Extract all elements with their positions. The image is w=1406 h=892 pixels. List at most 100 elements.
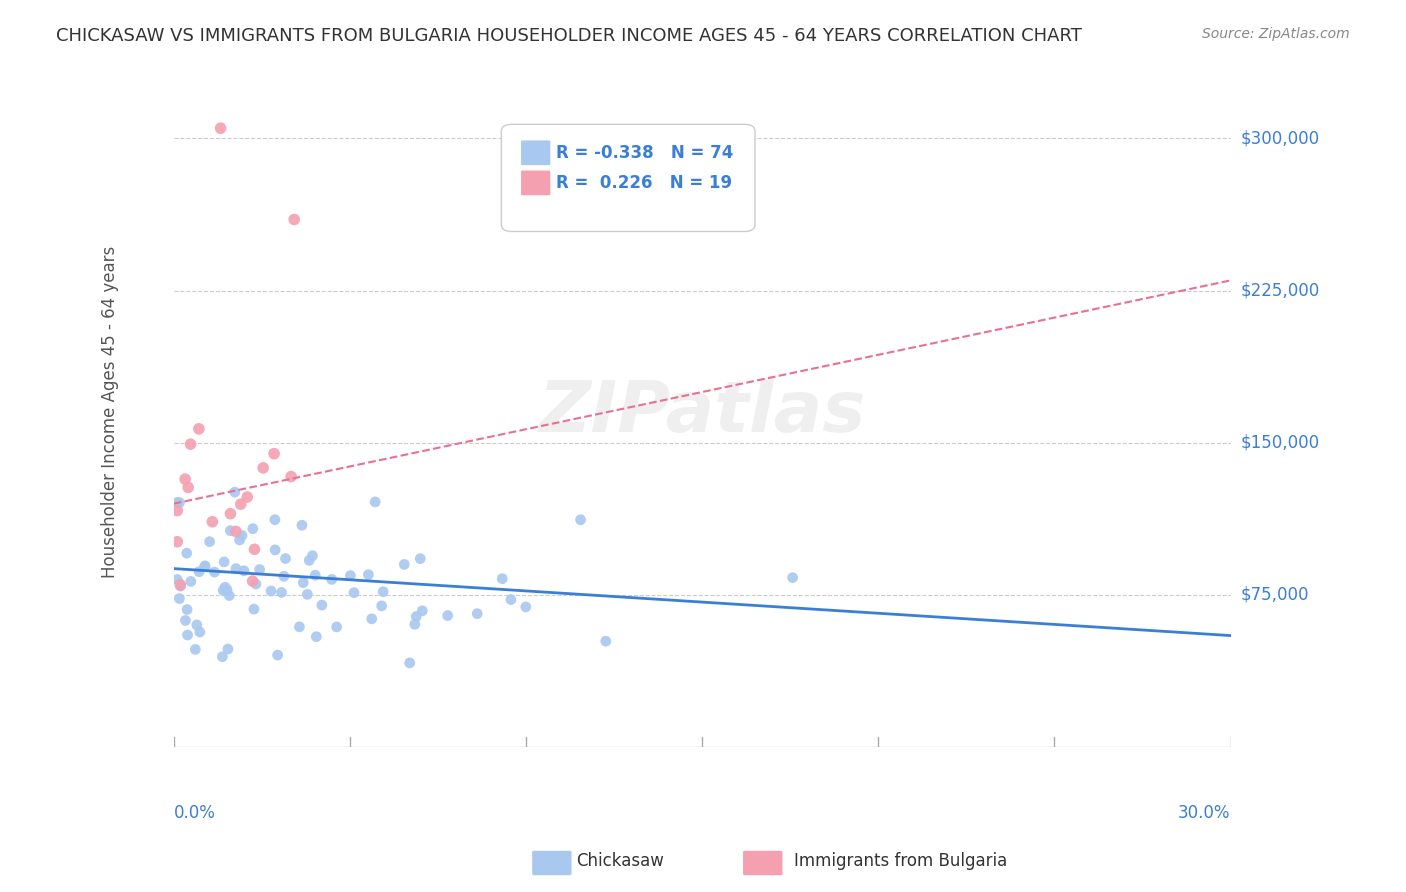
Point bbox=[263, 447, 285, 461]
Point bbox=[194, 559, 217, 574]
FancyBboxPatch shape bbox=[520, 169, 551, 196]
Point bbox=[357, 567, 380, 582]
Point bbox=[176, 602, 198, 616]
Point bbox=[166, 503, 188, 517]
Text: Immigrants from Bulgaria: Immigrants from Bulgaria bbox=[794, 852, 1008, 870]
Point bbox=[291, 518, 314, 533]
Point bbox=[243, 602, 266, 616]
Point bbox=[465, 607, 488, 621]
Point bbox=[219, 507, 242, 521]
Point bbox=[569, 513, 592, 527]
Point bbox=[166, 534, 188, 549]
Point bbox=[236, 490, 259, 504]
Point bbox=[301, 549, 323, 563]
Point bbox=[266, 648, 288, 662]
Point bbox=[373, 584, 395, 599]
Point bbox=[169, 578, 191, 592]
Point bbox=[215, 582, 238, 597]
Text: ZIPatlas: ZIPatlas bbox=[538, 378, 866, 447]
Text: R =  0.226   N = 19: R = 0.226 N = 19 bbox=[557, 174, 733, 193]
Point bbox=[782, 571, 804, 585]
Point bbox=[211, 649, 233, 664]
Point bbox=[166, 495, 188, 509]
Point bbox=[280, 469, 302, 483]
Point bbox=[242, 522, 264, 536]
Point bbox=[409, 551, 432, 566]
Point bbox=[184, 642, 207, 657]
Point bbox=[224, 485, 246, 500]
Text: $150,000: $150,000 bbox=[1241, 434, 1320, 451]
Point bbox=[212, 583, 235, 598]
Point bbox=[370, 599, 392, 613]
Point bbox=[311, 598, 333, 612]
Point bbox=[228, 533, 250, 547]
Point bbox=[298, 553, 321, 567]
Point bbox=[174, 472, 197, 486]
Point bbox=[394, 558, 416, 572]
FancyBboxPatch shape bbox=[520, 140, 551, 166]
Point bbox=[398, 656, 420, 670]
Text: Chickasaw: Chickasaw bbox=[576, 852, 665, 870]
Point bbox=[304, 568, 326, 582]
Point bbox=[249, 562, 271, 576]
Point bbox=[325, 620, 347, 634]
Point bbox=[218, 589, 240, 603]
Text: $300,000: $300,000 bbox=[1241, 129, 1320, 147]
Point bbox=[187, 422, 209, 436]
Point bbox=[229, 497, 252, 511]
Point bbox=[245, 577, 267, 591]
Point bbox=[169, 579, 191, 593]
Point bbox=[297, 587, 319, 601]
Point bbox=[260, 584, 283, 599]
Point bbox=[305, 630, 328, 644]
Point bbox=[288, 620, 311, 634]
Point bbox=[339, 568, 361, 582]
Point bbox=[264, 513, 287, 527]
Point bbox=[364, 495, 387, 509]
Point bbox=[166, 573, 188, 587]
Point bbox=[411, 604, 433, 618]
Point bbox=[212, 555, 235, 569]
Point bbox=[274, 551, 297, 566]
Point bbox=[491, 572, 513, 586]
Point bbox=[180, 437, 202, 451]
Point bbox=[499, 592, 522, 607]
Point bbox=[225, 561, 247, 575]
Point bbox=[225, 524, 247, 539]
Text: 0.0%: 0.0% bbox=[174, 804, 215, 822]
Point bbox=[177, 480, 200, 494]
Point bbox=[169, 496, 191, 510]
Point bbox=[343, 585, 366, 599]
Text: 30.0%: 30.0% bbox=[1178, 804, 1230, 822]
Point bbox=[219, 524, 242, 538]
Point bbox=[515, 599, 537, 614]
Text: $75,000: $75,000 bbox=[1241, 586, 1309, 604]
FancyBboxPatch shape bbox=[502, 124, 755, 232]
Point bbox=[188, 625, 211, 640]
Point bbox=[270, 585, 292, 599]
Point bbox=[194, 558, 217, 573]
Point bbox=[292, 575, 315, 590]
Text: Source: ZipAtlas.com: Source: ZipAtlas.com bbox=[1202, 27, 1350, 41]
Point bbox=[176, 628, 198, 642]
Point bbox=[188, 565, 211, 579]
Point bbox=[209, 121, 232, 136]
Point bbox=[176, 546, 198, 560]
Point bbox=[243, 542, 266, 557]
Text: R = -0.338   N = 74: R = -0.338 N = 74 bbox=[557, 145, 734, 162]
Point bbox=[214, 580, 236, 594]
Point bbox=[404, 617, 426, 632]
Point bbox=[198, 534, 221, 549]
Point bbox=[180, 574, 202, 589]
Point bbox=[233, 564, 256, 578]
Point bbox=[217, 642, 239, 657]
Point bbox=[231, 528, 253, 542]
Point bbox=[169, 591, 191, 606]
Point bbox=[174, 614, 197, 628]
Point bbox=[436, 608, 458, 623]
Text: CHICKASAW VS IMMIGRANTS FROM BULGARIA HOUSEHOLDER INCOME AGES 45 - 64 YEARS CORR: CHICKASAW VS IMMIGRANTS FROM BULGARIA HO… bbox=[56, 27, 1083, 45]
Point bbox=[242, 574, 264, 588]
Point bbox=[273, 569, 295, 583]
Point bbox=[405, 609, 427, 624]
Point bbox=[321, 573, 343, 587]
